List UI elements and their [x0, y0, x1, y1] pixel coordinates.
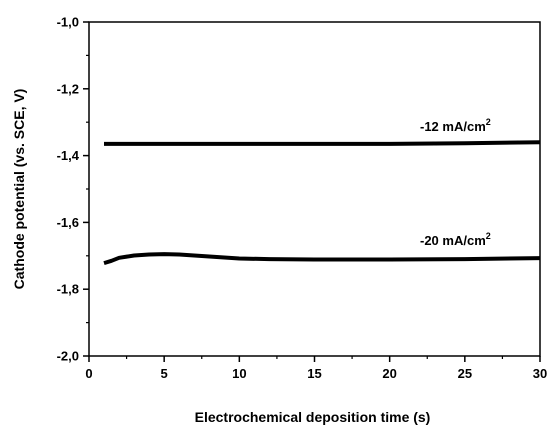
x-tick-label: 15 — [307, 366, 321, 381]
x-axis-title: Electrochemical deposition time (s) — [195, 409, 431, 425]
plot-area-frame — [88, 21, 541, 357]
x-axis-ticks: 0 5 10 15 20 25 30 — [85, 356, 547, 381]
y-tick-label: -1,2 — [57, 81, 79, 96]
y-axis-ticks: -1,0 -1,2 -1,4 -1,6 -1,8 -2,0 — [57, 15, 89, 364]
x-tick-label: 10 — [232, 366, 246, 381]
x-tick-label: 25 — [458, 366, 472, 381]
x-tick-label: 30 — [533, 366, 547, 381]
y-tick-label: -1,4 — [57, 148, 80, 163]
x-tick-label: 0 — [85, 366, 92, 381]
x-tick-label: 20 — [382, 366, 396, 381]
x-tick-label: 5 — [161, 366, 168, 381]
y-tick-label: -2,0 — [57, 349, 79, 364]
y-tick-label: -1,6 — [57, 215, 79, 230]
series-labels: -12 mA/cm2 -20 mA/cm2 — [420, 117, 491, 248]
series-line — [103, 252, 541, 266]
series-line — [104, 140, 541, 146]
series-label: -12 mA/cm2 — [420, 117, 491, 134]
y-tick-label: -1,8 — [57, 282, 79, 297]
series-label: -20 mA/cm2 — [420, 231, 491, 248]
y-tick-label: -1,0 — [57, 15, 79, 30]
series-layer — [103, 140, 541, 266]
y-axis-title: Cathode potential (vs. SCE, V) — [11, 89, 27, 290]
